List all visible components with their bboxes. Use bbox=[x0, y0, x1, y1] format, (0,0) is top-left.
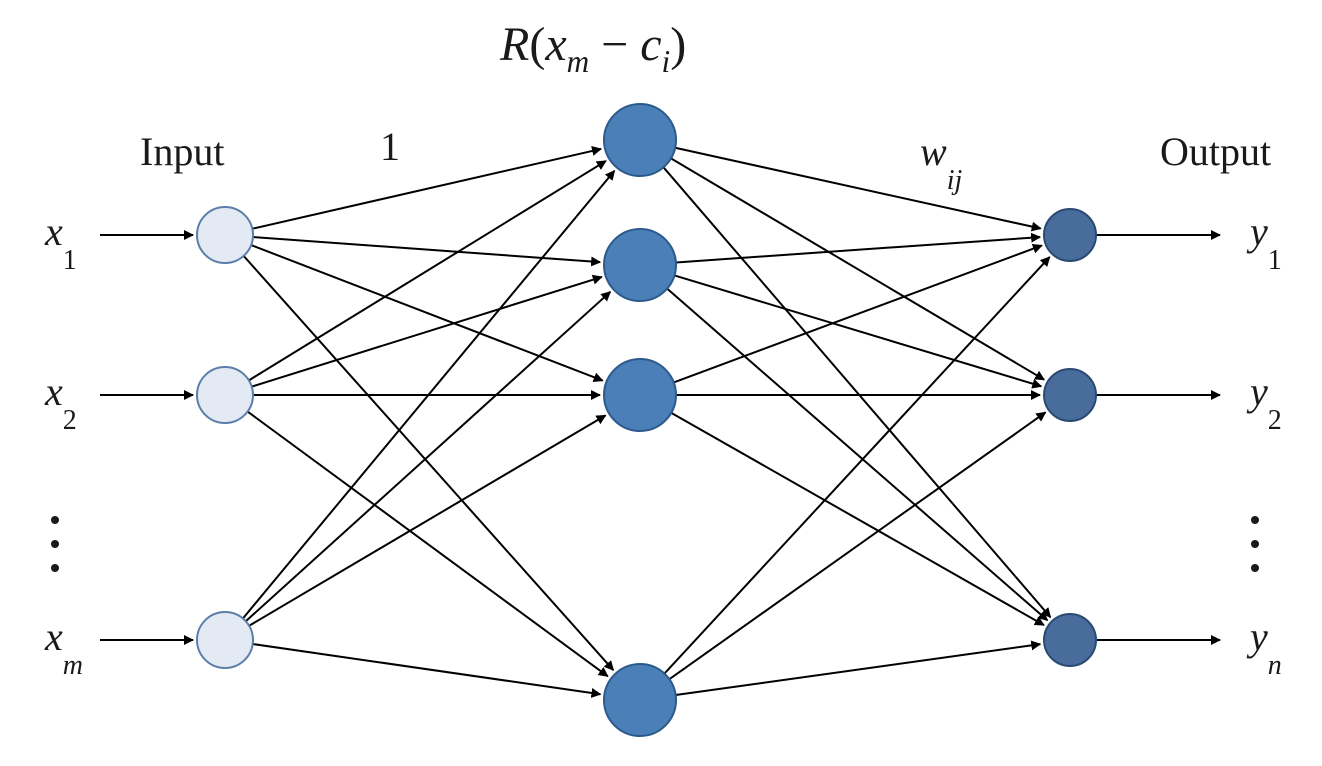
output-header: Output bbox=[1160, 129, 1271, 174]
output-node bbox=[1044, 614, 1096, 666]
weight-1-label: 1 bbox=[380, 124, 400, 169]
output-ellipsis bbox=[1251, 564, 1259, 572]
input-ellipsis bbox=[51, 540, 59, 548]
input-node bbox=[197, 367, 253, 423]
hidden-node bbox=[604, 229, 676, 301]
input-header: Input bbox=[140, 129, 224, 174]
hidden-node bbox=[604, 104, 676, 176]
output-node bbox=[1044, 209, 1096, 261]
input-ellipsis bbox=[51, 516, 59, 524]
output-node bbox=[1044, 369, 1096, 421]
output-ellipsis bbox=[1251, 540, 1259, 548]
hidden-node bbox=[604, 664, 676, 736]
input-ellipsis bbox=[51, 564, 59, 572]
input-node bbox=[197, 207, 253, 263]
output-ellipsis bbox=[1251, 516, 1259, 524]
hidden-formula: R(xm − ci) bbox=[499, 18, 686, 79]
neural-network-diagram: InputOutput1wijR(xm − ci)x1x2xmy1y2yn bbox=[0, 0, 1322, 766]
input-node bbox=[197, 612, 253, 668]
hidden-node bbox=[604, 359, 676, 431]
